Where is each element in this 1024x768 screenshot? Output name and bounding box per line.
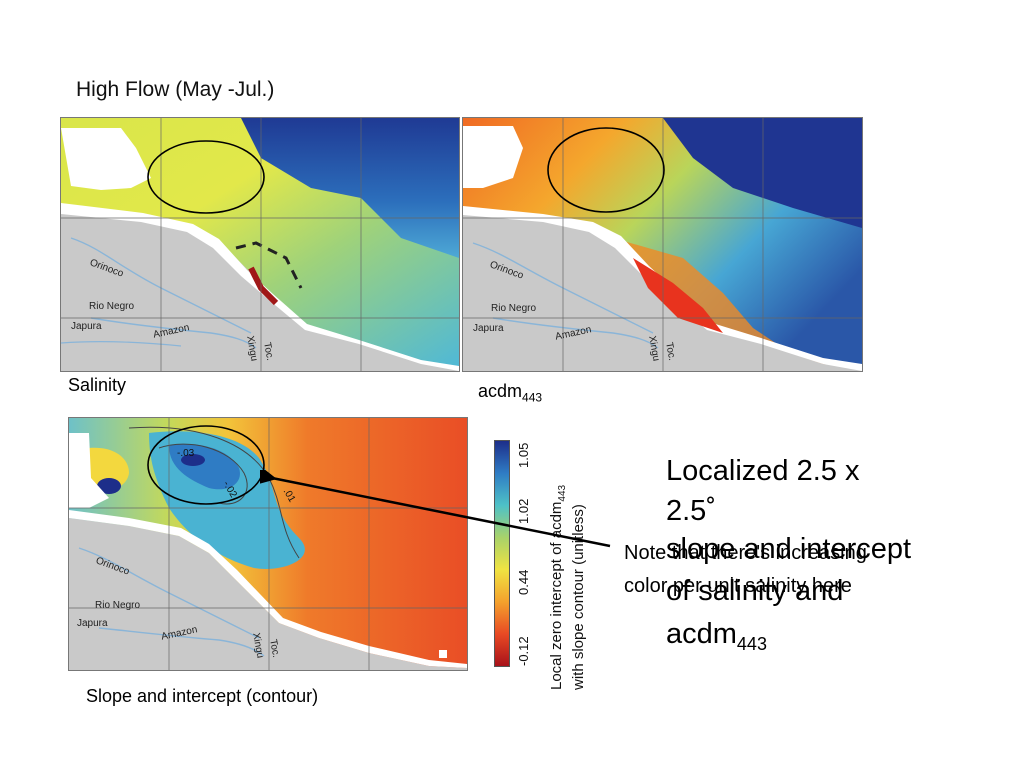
salinity-and-line: of salinity and xyxy=(666,575,844,607)
colorbar-tick-4: -0.12 xyxy=(516,636,531,666)
slope-caption: Slope and intercept (contour) xyxy=(86,686,319,706)
page-title: High Flow (May -Jul.) xyxy=(76,78,275,101)
localized-line-2: 2.5˚ xyxy=(666,495,716,527)
acdm-map: Orinoco Rio Negro Japura Amazon Xingu To… xyxy=(462,117,863,372)
contour-label-03: -.03 xyxy=(177,448,195,459)
colorbar xyxy=(494,440,510,667)
colorbar-tick-1: 1.05 xyxy=(516,442,531,468)
japura-label: Japura xyxy=(473,323,504,334)
salinity-map: Orinoco Rio Negro Japura Amazon Xingu To… xyxy=(60,117,460,372)
rio-negro-label: Rio Negro xyxy=(491,303,537,314)
slope-intercept-line: slope and intercept xyxy=(666,533,912,565)
colorbar-title: Local zero intercept of acdm443 with slo… xyxy=(548,484,587,690)
japura-label: Japura xyxy=(77,618,108,629)
japura-label: Japura xyxy=(71,321,102,332)
arrow xyxy=(260,470,611,548)
salinity-caption: Salinity xyxy=(68,375,127,395)
colorbar-tick-3: 0.44 xyxy=(516,569,531,595)
acdm-caption: acdm443 xyxy=(478,381,543,405)
note-line-1: Note that there's increasing xyxy=(624,542,867,564)
slope-intercept-map: -.03 -.02 .01 Orinoco Rio Negro Japura A… xyxy=(68,417,468,671)
rio-negro-label: Rio Negro xyxy=(95,600,141,611)
note-line-2: color per unit salinity here xyxy=(624,575,852,597)
rio-negro-label: Rio Negro xyxy=(89,301,135,312)
localized-line-1: Localized 2.5 x xyxy=(666,455,860,487)
acdm-line: acdm443 xyxy=(666,618,767,654)
